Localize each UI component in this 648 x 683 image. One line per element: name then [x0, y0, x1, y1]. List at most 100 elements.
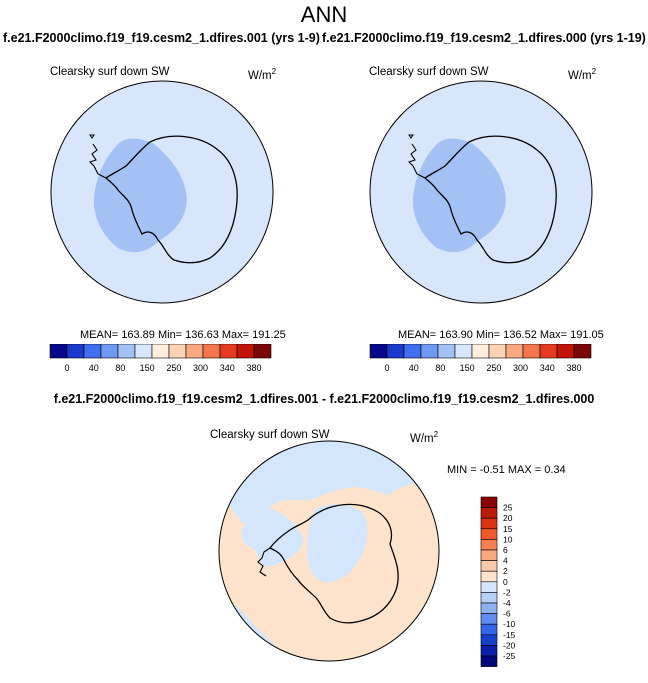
colorbar-cell — [151, 344, 170, 359]
colorbar-label: 250 — [166, 363, 181, 373]
variable-label-1: Clearsky surf down SW — [50, 66, 170, 78]
colorbar-cell — [83, 344, 102, 359]
peninsula-coastline — [257, 547, 271, 577]
colorbar-label: 150 — [460, 363, 475, 373]
colorbar-2: 0 40 80 150 250 300 340 380 — [369, 344, 592, 373]
colorbar-cell — [49, 344, 68, 359]
colorbar-label: 20 — [503, 513, 513, 523]
colorbar-cell — [480, 655, 498, 667]
colorbar-label: 380 — [566, 363, 581, 373]
colorbar-label: -6 — [503, 609, 511, 619]
shaded-region — [93, 138, 187, 253]
colorbar-cell — [480, 645, 498, 657]
colorbar-label: 80 — [435, 363, 445, 373]
negative-region — [241, 505, 303, 567]
colorbar-label: 380 — [246, 363, 261, 373]
colorbar-cell — [420, 344, 439, 359]
colorbar-label: 340 — [220, 363, 235, 373]
variable-label-2: Clearsky surf down SW — [369, 66, 489, 78]
colorbar-label: -15 — [503, 630, 516, 640]
colorbar-label: 250 — [486, 363, 501, 373]
colorbar-cell — [168, 344, 187, 359]
case-title-1: f.e21.F2000climo.f19_f19.cesm2_1.dfires.… — [3, 31, 320, 45]
colorbar-cell — [480, 613, 498, 625]
antarctica-coastline — [423, 135, 557, 264]
case-title-2: f.e21.F2000climo.f19_f19.cesm2_1.dfires.… — [322, 31, 646, 45]
polar-map-1 — [50, 80, 274, 304]
colorbar-label: 10 — [503, 534, 513, 544]
colorbar-label: 25 — [503, 503, 513, 513]
stats-label-2: MEAN= 163.90 Min= 136.52 Max= 191.05 — [398, 329, 604, 341]
colorbar-label: -20 — [503, 640, 516, 650]
colorbar-cell — [480, 570, 498, 583]
colorbar-label: -2 — [503, 587, 511, 597]
colorbar-cell — [480, 560, 498, 572]
colorbar-label: 0 — [503, 577, 508, 587]
polar-map-2 — [369, 80, 593, 304]
colorbar-label: 0 — [64, 363, 69, 373]
colorbar-cell — [480, 634, 498, 646]
units-label-1: W/m2 — [248, 67, 277, 82]
colorbar-label: 2 — [503, 566, 508, 576]
polar-map-diff — [218, 440, 440, 662]
stats-label-1: MEAN= 163.89 Min= 136.63 Max= 191.25 — [80, 329, 286, 341]
colorbar-cell — [454, 344, 473, 359]
colorbar-cell — [219, 344, 238, 359]
colorbar-cell — [480, 539, 498, 551]
antarctica-coastline — [104, 135, 238, 264]
units-label-2: W/m2 — [568, 67, 597, 82]
colorbar-cell — [488, 344, 507, 359]
colorbar-cell — [134, 344, 153, 359]
diff-variable-label: Clearsky surf down SW — [210, 429, 330, 441]
colorbar-label: 40 — [89, 363, 99, 373]
diff-units-label: W/m2 — [410, 430, 439, 445]
colorbar-label: -25 — [503, 651, 516, 661]
colorbar-label: 15 — [503, 524, 513, 534]
colorbar-label: -4 — [503, 598, 511, 608]
colorbar-cell — [522, 344, 541, 359]
colorbar-cell — [100, 344, 119, 359]
map-border — [50, 80, 274, 304]
shaded-region — [412, 138, 506, 253]
colorbar-1: 0 40 80 150 250 300 340 380 — [49, 344, 272, 373]
island-coastline — [89, 134, 95, 139]
page-title: ANN — [300, 2, 348, 27]
colorbar-cell — [369, 344, 388, 359]
peninsula-coastline — [407, 143, 426, 179]
colorbar-cell — [480, 549, 498, 561]
colorbar-cell — [66, 344, 85, 359]
colorbar-cell — [471, 344, 490, 359]
antarctica-coastline — [269, 503, 399, 624]
colorbar-cell — [505, 344, 524, 359]
colorbar-label: 150 — [140, 363, 155, 373]
negative-region — [219, 441, 439, 524]
colorbar-label: 80 — [115, 363, 125, 373]
colorbar-cell — [480, 592, 498, 604]
colorbar-cell — [386, 344, 405, 359]
colorbar-cell — [185, 344, 204, 359]
colorbar-label: 340 — [540, 363, 555, 373]
colorbar-cell — [539, 344, 558, 359]
colorbar-cell — [117, 344, 136, 359]
colorbar-label: 300 — [193, 363, 208, 373]
colorbar-label: 0 — [384, 363, 389, 373]
colorbar-label: 6 — [503, 545, 508, 555]
colorbar-cell — [253, 344, 272, 359]
diff-stats-label: MIN = -0.51 MAX = 0.34 — [447, 464, 566, 476]
colorbar-label: 300 — [513, 363, 528, 373]
colorbar-cell — [403, 344, 422, 359]
colorbar-cell — [202, 344, 221, 359]
colorbar-cell — [480, 581, 498, 593]
colorbar-cell — [480, 602, 498, 614]
map-border — [218, 440, 440, 662]
colorbar-cell — [573, 344, 592, 359]
island-coastline — [408, 134, 414, 139]
colorbar-cell — [556, 344, 575, 359]
map-border — [369, 80, 593, 304]
colorbar-label: 4 — [503, 556, 508, 566]
colorbar-cell — [480, 517, 498, 530]
colorbar-cell — [480, 528, 498, 540]
colorbar-label: -10 — [503, 619, 516, 629]
negative-region — [307, 504, 368, 583]
